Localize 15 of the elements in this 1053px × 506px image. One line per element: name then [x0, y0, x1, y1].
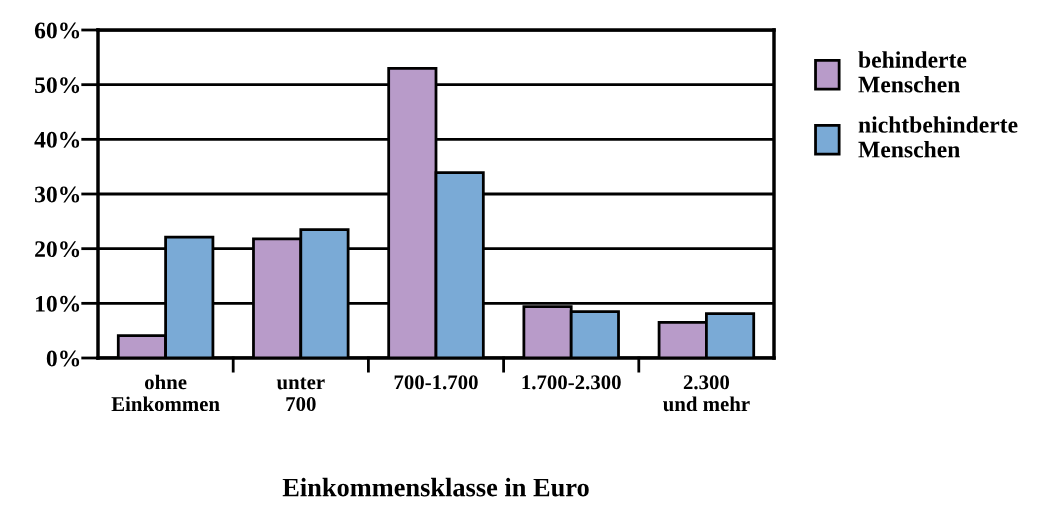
y-tick-label: 40%	[34, 131, 80, 148]
y-tick-label: 20%	[35, 241, 80, 258]
y-tick-label: 50%	[35, 77, 80, 94]
x-tick-label: 700-1.700	[394, 375, 478, 390]
y-tick-label: 30%	[35, 186, 80, 203]
x-tick-label: ohne Einkommen	[111, 374, 220, 412]
y-tick-label: 10%	[36, 295, 80, 312]
x-tick-label: 2.300 und mehr	[663, 375, 750, 412]
x-axis-title: Einkommensklasse in Euro	[282, 477, 589, 497]
y-tick-label: 0%	[46, 350, 80, 367]
x-tick-label: 1.700-2.300	[522, 375, 621, 390]
y-tick-label: 60%	[34, 22, 80, 39]
x-tick-label: unter 700	[276, 377, 325, 412]
legend-label: nichtbehinderte Menschen	[858, 116, 1018, 158]
legend-label: behinderte Menschen	[858, 51, 967, 93]
